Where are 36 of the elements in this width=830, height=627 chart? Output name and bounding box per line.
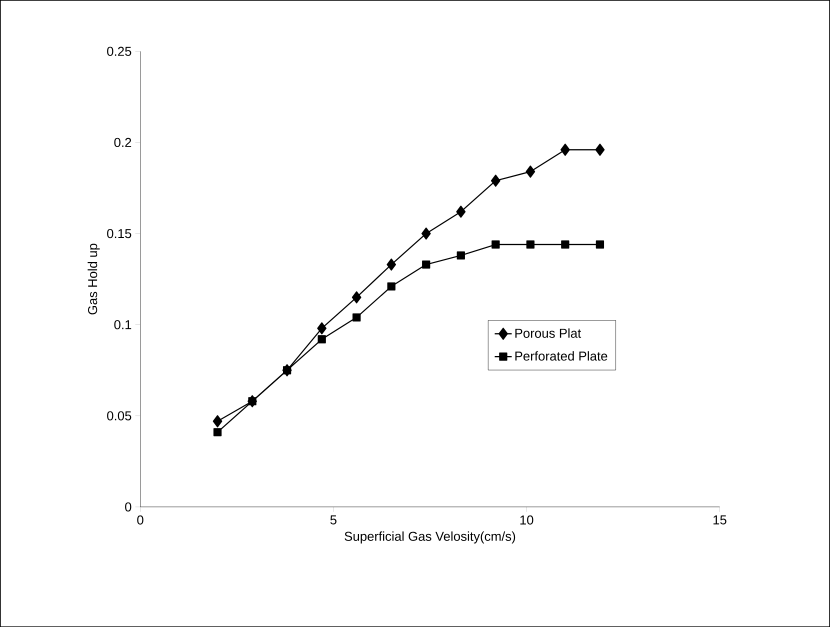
x-axis-title: Superficial Gas Velosity(cm/s)	[344, 531, 516, 544]
y-tick-label: 0.2	[114, 138, 132, 147]
point	[561, 240, 570, 248]
point	[456, 251, 465, 260]
x-tick-label: 5	[330, 515, 336, 524]
point	[213, 428, 222, 436]
y-tick-label: 0.15	[107, 228, 132, 238]
point	[318, 335, 326, 344]
point	[595, 144, 605, 156]
point	[421, 227, 431, 240]
y-axis-title: Gas Hold up	[88, 244, 100, 314]
point	[212, 415, 222, 428]
y-tick-label: 0.25	[107, 46, 132, 56]
y-tick-label: 0.05	[107, 411, 132, 420]
point	[317, 322, 327, 334]
legend-label: Porous Plat	[515, 328, 582, 338]
point	[492, 240, 500, 248]
point	[352, 291, 362, 304]
y-tick-label: 0	[125, 502, 132, 512]
legend-label: Perforated Plate	[515, 351, 608, 361]
point	[282, 366, 292, 374]
point	[560, 144, 570, 156]
point	[422, 260, 430, 269]
point	[596, 240, 604, 248]
point	[490, 174, 500, 187]
point	[248, 397, 256, 406]
point	[387, 282, 396, 290]
point	[526, 240, 535, 248]
point	[352, 313, 361, 322]
x-tick-label: 0	[137, 515, 144, 524]
y-tick-label: 0.1	[114, 320, 132, 330]
x-tick-label: 15	[713, 515, 726, 524]
point	[456, 206, 466, 218]
point	[386, 258, 396, 271]
point	[526, 165, 536, 178]
x-tick-label: 10	[520, 515, 534, 524]
